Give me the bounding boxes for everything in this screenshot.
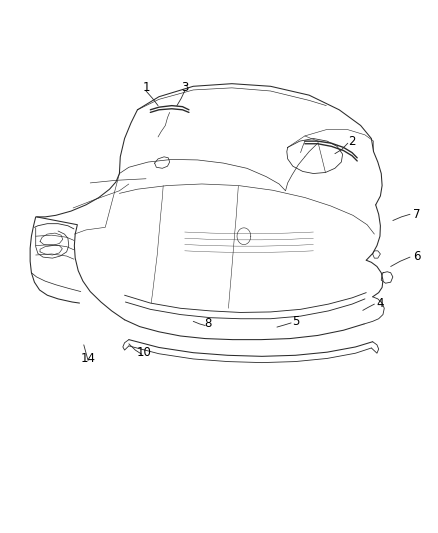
Text: 2: 2 xyxy=(348,135,356,148)
Text: 6: 6 xyxy=(413,249,420,263)
Text: 7: 7 xyxy=(413,208,420,221)
Text: 5: 5 xyxy=(293,315,300,328)
Text: 4: 4 xyxy=(376,296,384,310)
Text: 8: 8 xyxy=(205,318,212,330)
Text: 1: 1 xyxy=(142,82,150,94)
Text: 10: 10 xyxy=(137,346,151,359)
Text: 3: 3 xyxy=(181,82,188,94)
Text: 14: 14 xyxy=(81,352,95,366)
